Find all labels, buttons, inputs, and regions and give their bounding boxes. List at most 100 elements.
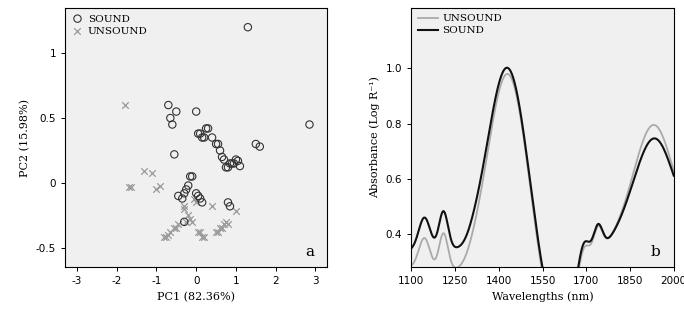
SOUND	[222, 165, 233, 170]
Text: b: b	[651, 245, 661, 260]
SOUND	[195, 196, 206, 201]
SOUND	[197, 135, 208, 140]
UNSOUND	[187, 219, 198, 224]
UNSOUND	[213, 230, 224, 235]
SOUND	[163, 103, 174, 108]
SOUND	[191, 109, 202, 114]
UNSOUND	[189, 196, 200, 201]
UNSOUND	[217, 226, 228, 231]
SOUND	[165, 116, 176, 121]
SOUND	[233, 159, 244, 163]
SOUND	[176, 196, 187, 201]
SOUND	[198, 135, 209, 140]
SOUND	[211, 142, 222, 146]
UNSOUND	[181, 219, 192, 224]
SOUND	[516, 107, 524, 111]
UNSOUND	[231, 209, 241, 214]
SOUND	[195, 131, 206, 136]
SOUND	[185, 174, 196, 179]
UNSOUND	[211, 230, 222, 235]
SOUND	[222, 200, 233, 205]
UNSOUND	[195, 230, 206, 235]
SOUND	[193, 131, 204, 136]
UNSOUND	[463, 249, 471, 253]
SOUND	[217, 154, 228, 159]
UNSOUND	[207, 204, 218, 209]
SOUND	[242, 25, 253, 30]
UNSOUND	[587, 242, 595, 246]
SOUND	[218, 157, 229, 162]
SOUND	[514, 99, 523, 103]
UNSOUND	[191, 200, 202, 205]
SOUND	[422, 218, 430, 221]
UNSOUND	[407, 264, 415, 267]
SOUND	[179, 219, 189, 224]
UNSOUND	[505, 74, 514, 77]
Text: a: a	[305, 245, 314, 260]
UNSOUND	[173, 222, 184, 227]
UNSOUND	[169, 226, 180, 231]
UNSOUND	[503, 72, 512, 76]
UNSOUND	[215, 226, 226, 231]
UNSOUND	[159, 235, 170, 240]
SOUND	[587, 239, 595, 243]
SOUND	[179, 191, 189, 196]
UNSOUND	[220, 219, 231, 224]
Legend: UNSOUND, SOUND: UNSOUND, SOUND	[417, 13, 503, 36]
UNSOUND	[179, 204, 189, 209]
UNSOUND	[183, 213, 194, 218]
UNSOUND	[123, 184, 134, 189]
Line: UNSOUND: UNSOUND	[411, 74, 674, 309]
SOUND	[224, 161, 235, 166]
UNSOUND	[193, 230, 204, 235]
UNSOUND	[171, 226, 182, 231]
SOUND	[167, 122, 178, 127]
SOUND	[226, 161, 237, 166]
SOUND	[173, 193, 184, 198]
SOUND	[171, 109, 182, 114]
UNSOUND	[218, 222, 229, 227]
X-axis label: PC1 (82.36%): PC1 (82.36%)	[157, 292, 235, 302]
UNSOUND	[516, 111, 524, 115]
X-axis label: Wavelengths (nm): Wavelengths (nm)	[492, 292, 593, 303]
UNSOUND	[161, 235, 172, 240]
SOUND	[670, 174, 678, 177]
UNSOUND	[163, 232, 174, 237]
SOUND	[224, 204, 235, 209]
SOUND	[202, 126, 213, 131]
UNSOUND	[147, 170, 158, 175]
SOUND	[191, 191, 202, 196]
SOUND	[215, 148, 226, 153]
SOUND	[181, 187, 192, 192]
UNSOUND	[222, 222, 233, 227]
SOUND	[200, 126, 211, 131]
UNSOUND	[179, 206, 189, 211]
SOUND	[207, 135, 218, 140]
SOUND	[228, 161, 239, 166]
Y-axis label: PC2 (15.98%): PC2 (15.98%)	[20, 99, 30, 176]
SOUND	[220, 165, 231, 170]
UNSOUND	[422, 238, 430, 242]
UNSOUND	[514, 104, 523, 108]
UNSOUND	[197, 235, 208, 240]
SOUND	[235, 163, 246, 168]
SOUND	[193, 193, 204, 198]
UNSOUND	[185, 217, 196, 222]
SOUND	[250, 142, 261, 146]
SOUND	[503, 66, 511, 70]
Y-axis label: Absorbance (Log R⁻¹): Absorbance (Log R⁻¹)	[369, 77, 380, 198]
UNSOUND	[155, 183, 166, 188]
SOUND	[197, 200, 208, 205]
SOUND	[254, 144, 265, 149]
SOUND	[463, 231, 471, 235]
UNSOUND	[119, 103, 130, 108]
SOUND	[304, 122, 315, 127]
SOUND	[505, 68, 514, 71]
SOUND	[231, 157, 241, 162]
SOUND	[187, 174, 198, 179]
SOUND	[213, 142, 224, 146]
SOUND	[183, 183, 194, 188]
SOUND	[407, 246, 415, 250]
Legend: SOUND, UNSOUND: SOUND, UNSOUND	[70, 13, 148, 37]
UNSOUND	[125, 184, 136, 189]
